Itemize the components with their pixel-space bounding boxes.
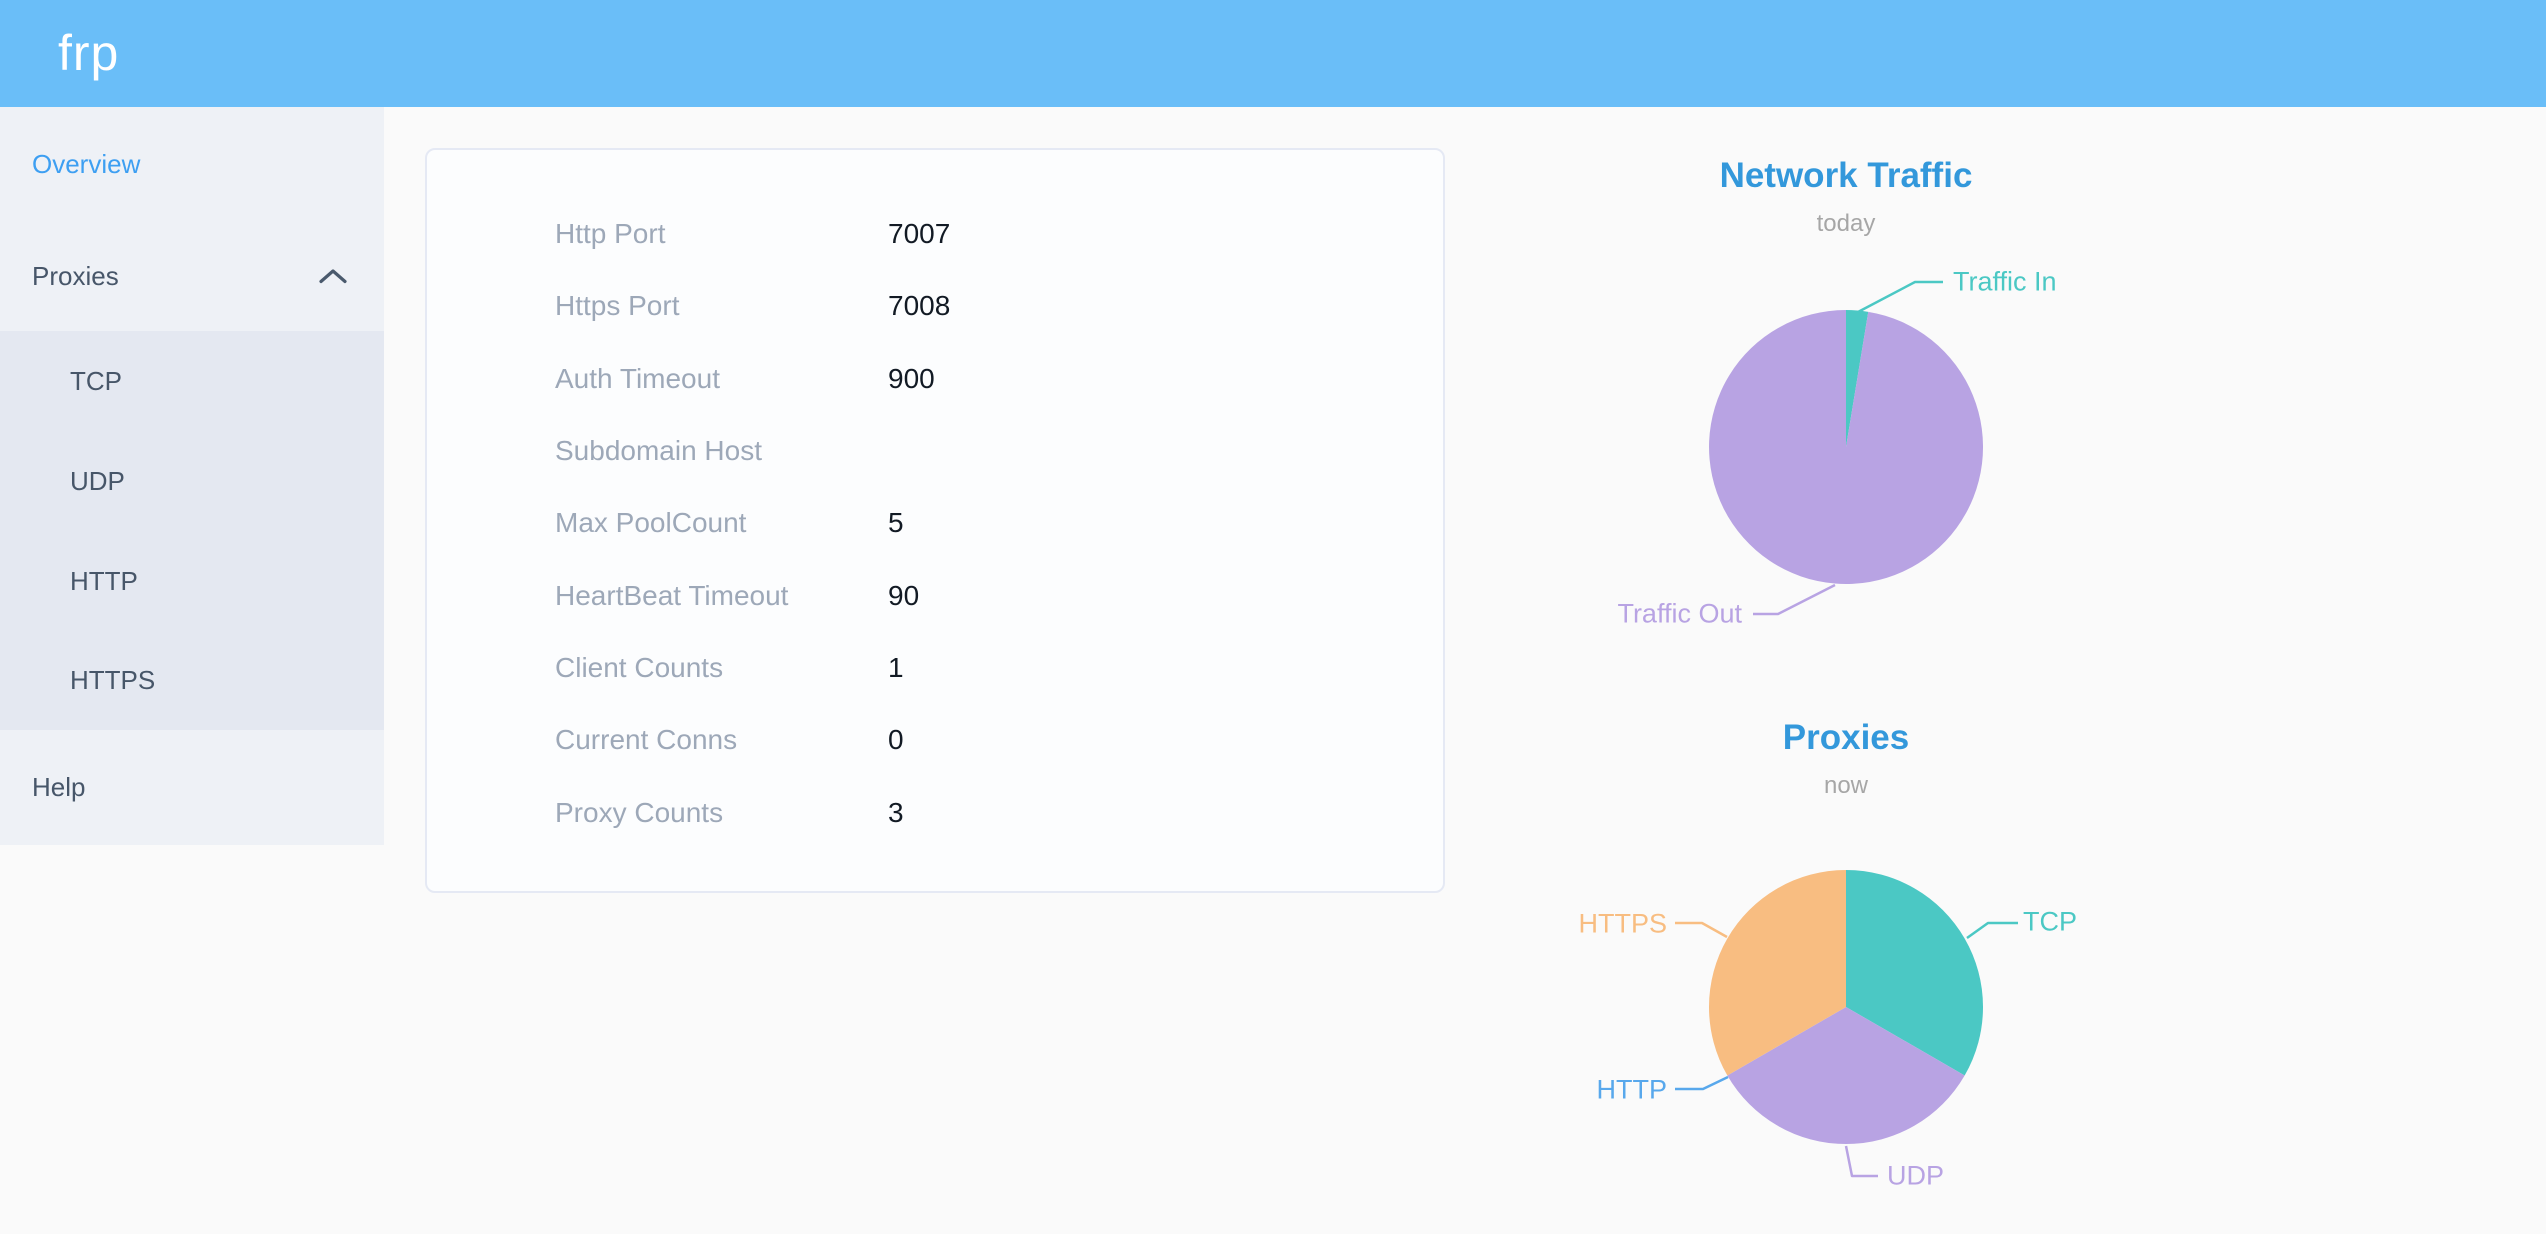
config-row: Proxy Counts 3 <box>427 776 1443 848</box>
label-line <box>1753 583 1836 616</box>
config-row: Client Counts 1 <box>427 632 1443 704</box>
config-label: Auth Timeout <box>555 362 720 394</box>
sidebar-item-https[interactable]: HTTPS <box>0 631 384 730</box>
sidebar-item-tcp[interactable]: TCP <box>0 331 384 431</box>
app-header: frp <box>0 0 2546 107</box>
config-value: 1 <box>888 651 904 683</box>
label-line <box>1857 280 1943 314</box>
network-traffic-chart-subtitle: today <box>1816 210 1876 237</box>
config-value: 3 <box>888 796 904 828</box>
proxies-pie-chart[interactable] <box>1560 820 2120 1220</box>
sidebar-submenu-proxies: TCP UDP HTTP HTTPS <box>0 331 384 730</box>
proxies-chart-subtitle: now <box>1823 772 1869 799</box>
sidebar-item-udp[interactable]: UDP <box>0 431 384 531</box>
label-line <box>1675 1075 1729 1091</box>
pie-slice-udp[interactable] <box>1727 1007 1965 1145</box>
pie-label-traffic-in: Traffic In <box>1953 266 2057 297</box>
server-config-card: Http Port 7007 Https Port 7008 Auth Timeou… <box>425 148 1445 893</box>
sidebar-item-label: HTTP <box>70 565 138 596</box>
config-value: 7007 <box>888 218 951 250</box>
config-row: Current Conns 0 <box>427 704 1443 776</box>
config-label: Subdomain Host <box>555 435 763 467</box>
sidebar-item-http[interactable]: HTTP <box>0 531 384 631</box>
pie-label-https: HTTPS <box>1578 908 1667 939</box>
config-value: 90 <box>888 579 920 611</box>
config-value: 5 <box>888 507 904 539</box>
sidebar: Overview Proxies TCP UDP HTTP HTTPS Help <box>0 107 384 845</box>
proxies-chart-title: Proxies <box>1782 718 1910 757</box>
config-row: Auth Timeout 900 <box>427 343 1443 415</box>
sidebar-item-label: UDP <box>70 465 125 496</box>
config-label: Proxy Counts <box>555 796 724 828</box>
label-line <box>1844 1145 1878 1178</box>
label-line <box>1675 921 1728 939</box>
sidebar-item-label: HTTPS <box>70 665 156 695</box>
pie-label-tcp: TCP <box>2023 906 2077 937</box>
config-row: Subdomain Host <box>427 415 1443 487</box>
config-label: Current Conns <box>555 724 738 756</box>
pie-slice-traffic-out[interactable] <box>1709 310 1984 584</box>
pie-slice-https[interactable] <box>1708 870 1846 1076</box>
label-line <box>1966 921 2018 940</box>
config-row: Https Port 7008 <box>427 270 1443 342</box>
config-label: Max PoolCount <box>555 507 747 539</box>
pie-slice-traffic-in[interactable] <box>1846 310 1869 447</box>
config-row: Max PoolCount 5 <box>427 487 1443 559</box>
pie-label-http: HTTP <box>1596 1074 1668 1105</box>
network-traffic-pie-chart[interactable] <box>1560 250 2120 630</box>
config-label: Http Port <box>555 218 666 250</box>
sidebar-item-label: Help <box>32 772 86 802</box>
config-value: 0 <box>888 724 904 756</box>
sidebar-item-proxies[interactable]: Proxies <box>0 221 384 331</box>
sidebar-item-label: Overview <box>32 148 141 179</box>
config-label: Client Counts <box>555 651 724 683</box>
pie-label-traffic-out: Traffic Out <box>1617 598 1742 629</box>
sidebar-item-overview[interactable]: Overview <box>0 107 384 221</box>
app-logo: frp <box>58 25 120 81</box>
config-value: 7008 <box>888 290 951 322</box>
sidebar-item-label: TCP <box>70 365 122 396</box>
config-label: HeartBeat Timeout <box>555 579 789 611</box>
sidebar-item-label: Proxies <box>32 260 119 291</box>
config-label: Https Port <box>555 290 680 322</box>
config-row: HeartBeat Timeout 90 <box>427 559 1443 631</box>
sidebar-item-help[interactable]: Help <box>0 730 384 845</box>
pie-slice-tcp[interactable] <box>1846 870 1984 1076</box>
config-value: 900 <box>888 362 935 394</box>
chevron-up-icon[interactable] <box>318 267 348 285</box>
config-row: Http Port 7007 <box>427 198 1443 270</box>
pie-label-udp: UDP <box>1887 1160 1945 1191</box>
network-traffic-chart-title: Network Traffic <box>1719 156 1973 195</box>
